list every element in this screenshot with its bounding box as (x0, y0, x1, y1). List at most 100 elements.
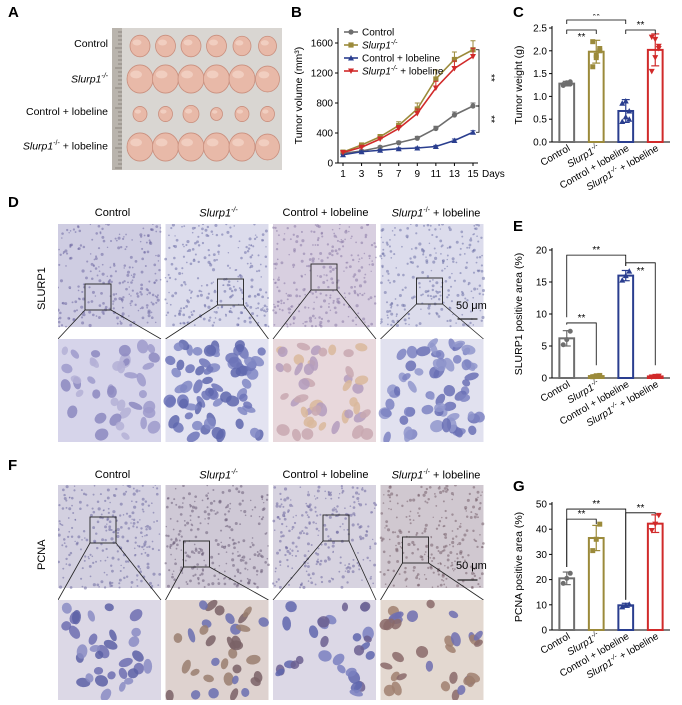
nucleus-dot (303, 564, 307, 568)
tumor-specimen (234, 106, 250, 122)
nucleus-dot (109, 501, 111, 504)
nucleus-dot (213, 574, 216, 578)
nucleus-dot (131, 518, 133, 521)
nucleus-dot (386, 243, 389, 246)
nucleus-dot (326, 279, 329, 282)
nucleus-dot (129, 323, 133, 327)
cell-nucleus (246, 368, 259, 380)
cell-nucleus (121, 432, 130, 440)
nucleus-dot (131, 289, 134, 292)
nucleus-dot (67, 316, 71, 320)
nucleus-dot (131, 500, 133, 503)
nucleus-dot (283, 498, 287, 502)
tumor-highlight (232, 70, 244, 79)
nucleus-dot (253, 294, 257, 298)
nucleus-dot (107, 507, 110, 510)
nucleus-dot (326, 515, 328, 517)
nucleus-dot (256, 293, 259, 296)
nucleus-dot (344, 517, 347, 520)
cell-nucleus (407, 380, 417, 393)
nucleus-dot (92, 264, 95, 266)
cell-nucleus (406, 610, 419, 622)
nucleus-dot (237, 323, 240, 326)
nucleus-dot (289, 238, 292, 241)
sig-label: ** (637, 20, 645, 31)
cell-nucleus (142, 362, 155, 370)
nucleus-dot (58, 308, 60, 312)
nucleus-dot (357, 500, 360, 502)
nucleus-dot (90, 300, 94, 303)
nucleus-dot (403, 308, 406, 311)
nucleus-dot (97, 224, 101, 228)
nucleus-dot (277, 234, 280, 237)
nucleus-dot (476, 490, 480, 494)
cell-nucleus (403, 426, 413, 439)
nucleus-dot (227, 252, 230, 254)
nucleus-dot (231, 552, 234, 555)
tumor-highlight (155, 70, 168, 79)
nucleus-dot (213, 258, 217, 262)
nucleus-dot (430, 269, 433, 272)
nucleus-dot (326, 243, 330, 246)
nucleus-dot (128, 293, 131, 295)
nucleus-dot (104, 305, 108, 309)
nucleus-dot (277, 278, 280, 282)
nucleus-dot (250, 244, 253, 247)
nucleus-dot (439, 562, 442, 564)
nucleus-dot (317, 485, 321, 489)
zoom-box (402, 536, 429, 564)
nucleus-dot (280, 503, 283, 506)
nucleus-dot (117, 236, 121, 240)
nucleus-dot (203, 256, 207, 260)
cell-nucleus (198, 358, 211, 368)
nucleus-dot (330, 249, 334, 253)
nucleus-dot (225, 315, 227, 317)
nucleus-dot (89, 575, 92, 578)
nucleus-dot (455, 322, 457, 324)
nucleus-dot (272, 226, 275, 229)
nucleus-dot (175, 238, 179, 242)
y-tick-label: 1.0 (533, 92, 547, 103)
nucleus-dot (65, 252, 69, 255)
nucleus-dot (273, 305, 277, 309)
nucleus-dot (460, 523, 462, 525)
nucleus-dot (276, 304, 280, 308)
nucleus-dot (456, 584, 460, 588)
nucleus-dot (314, 498, 317, 500)
nucleus-dot (282, 534, 285, 538)
nucleus-dot (476, 288, 479, 290)
cell-nucleus (341, 602, 349, 612)
nucleus-dot (190, 550, 194, 554)
nucleus-dot (80, 305, 84, 309)
marker-point (451, 112, 458, 118)
nucleus-dot (235, 487, 239, 491)
nucleus-dot (244, 514, 247, 517)
zoom-line (115, 542, 162, 601)
nucleus-dot (306, 542, 310, 546)
nucleus-dot (310, 543, 313, 546)
nucleus-dot (83, 586, 87, 590)
nucleus-dot (316, 489, 320, 493)
nucleus-dot (285, 292, 288, 295)
nucleus-dot (193, 226, 197, 229)
nucleus-dot (153, 521, 155, 523)
nucleus-dot (175, 547, 178, 550)
nucleus-dot (201, 224, 205, 226)
nucleus-dot (411, 551, 414, 555)
nucleus-dot (84, 555, 87, 558)
nucleus-dot (398, 573, 401, 576)
f-col-slurp1: Slurp1-/- (199, 469, 238, 482)
nucleus-dot (395, 516, 398, 519)
nucleus-dot (140, 287, 144, 291)
nucleus-dot (144, 526, 147, 528)
data-point (593, 536, 599, 542)
nucleus-dot (224, 576, 227, 579)
nucleus-dot (167, 497, 170, 500)
nucleus-dot (165, 505, 169, 509)
cell-nucleus (277, 346, 288, 357)
cell-nucleus (232, 664, 242, 674)
cell-nucleus (443, 385, 456, 397)
nucleus-dot (386, 569, 389, 571)
nucleus-dot (301, 239, 305, 243)
nucleus-dot (228, 536, 231, 539)
